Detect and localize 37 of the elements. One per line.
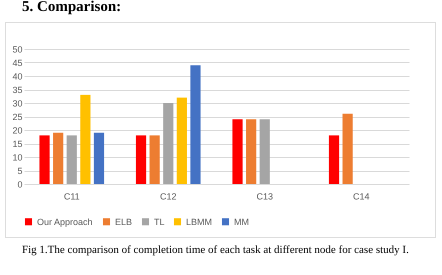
- y-tick-label: 25: [12, 112, 22, 122]
- x-tick-label: C11: [64, 192, 80, 202]
- bar: [53, 132, 64, 184]
- bar: [342, 114, 353, 184]
- chart-title: 5. Comparison:: [21, 0, 122, 17]
- bar: [150, 135, 160, 184]
- bar: [80, 94, 90, 184]
- x-tick-label: C13: [256, 192, 274, 202]
- y-tick-label: 50: [12, 44, 22, 54]
- y-tick-label: 0: [17, 180, 22, 190]
- y-tick-label: 20: [12, 126, 22, 136]
- legend-label: ELB: [115, 216, 132, 227]
- bar: [94, 132, 104, 184]
- bar: [190, 65, 201, 184]
- y-tick-label: 40: [12, 72, 22, 82]
- bar: [246, 119, 256, 184]
- bar: [176, 98, 187, 184]
- bar: [39, 135, 50, 184]
- bar: [136, 135, 146, 184]
- bar: [66, 135, 77, 184]
- legend-label: LBMM: [186, 216, 212, 227]
- y-tick-label: 5: [17, 166, 22, 176]
- x-tick-label: C12: [160, 192, 177, 202]
- y-tick-label: 10: [12, 152, 22, 162]
- x-tick-label: C14: [352, 192, 370, 202]
- y-tick-label: 45: [12, 58, 22, 68]
- y-tick-label: 15: [12, 139, 22, 149]
- legend-label: MM: [234, 216, 249, 227]
- legend-label: Our Approach: [37, 216, 93, 227]
- bar: [328, 135, 340, 184]
- bar: [163, 103, 174, 184]
- y-tick-label: 35: [12, 85, 22, 95]
- bar: [260, 119, 270, 184]
- y-tick-label: 30: [12, 98, 22, 108]
- legend-label: TL: [154, 216, 165, 227]
- caption: Fig 1.The comparison of completion time of each task at different node for case study I.: [22, 244, 410, 256]
- bar: [232, 119, 243, 184]
